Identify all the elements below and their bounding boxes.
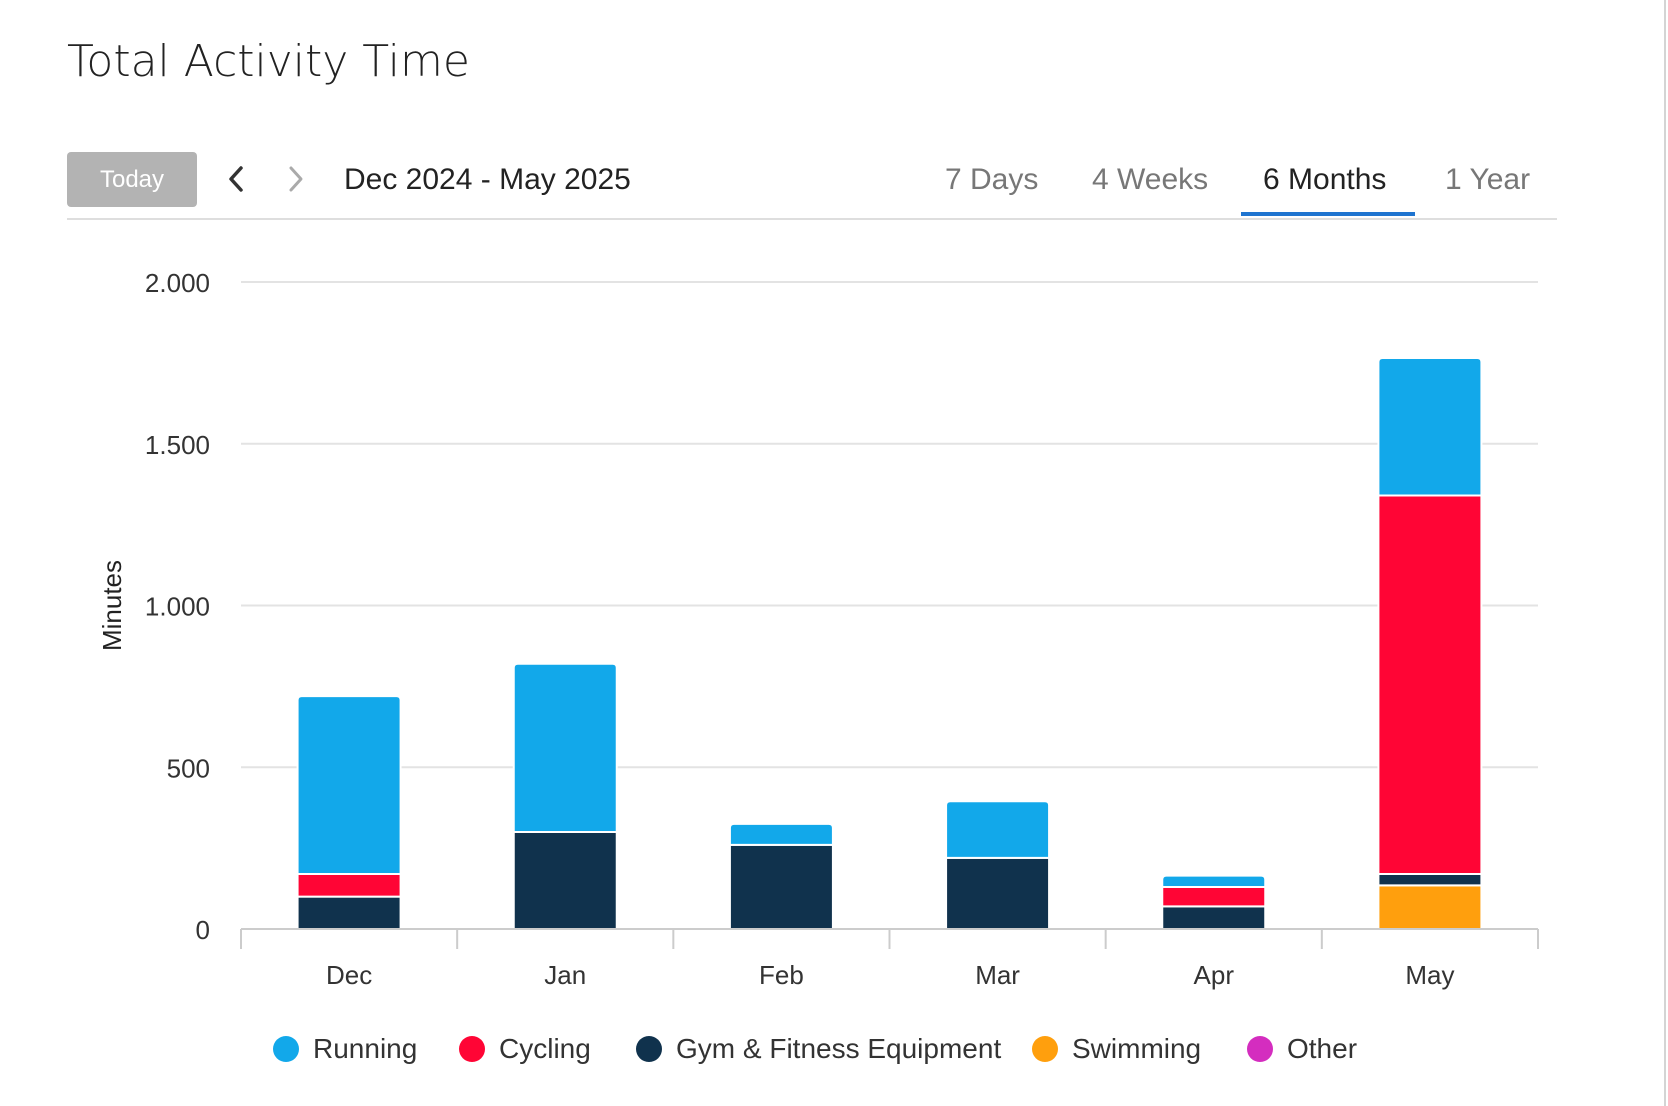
bar-segment-jan-gym-fitness-equipment (512, 830, 618, 930)
bar-segment-feb-gym-fitness-equipment (728, 843, 834, 930)
date-range-label: Dec 2024 - May 2025 (344, 163, 631, 196)
bar-segment-may-running (1377, 357, 1483, 497)
bar-segment-may-gym-fitness-equipment (1377, 873, 1483, 887)
date-toolbar: Today Dec 2024 - May 2025 7 Days 4 Weeks… (67, 152, 1557, 220)
x-tick-label: Mar (975, 960, 1020, 990)
legend-marker (1032, 1036, 1058, 1062)
bar-segment-dec-running (296, 695, 402, 876)
legend-marker (636, 1036, 662, 1062)
x-tick-label: Dec (326, 960, 372, 990)
legend-label: Gym & Fitness Equipment (676, 1033, 1002, 1064)
y-tick-label: 2.000 (145, 268, 210, 298)
legend-item-other[interactable]: Other (1247, 1032, 1357, 1066)
bar-segment-may-swimming (1377, 884, 1483, 930)
legend-item-swimming[interactable]: Swimming (1032, 1032, 1201, 1066)
active-tab-indicator (1241, 212, 1415, 216)
bar-segment-mar-running (945, 800, 1051, 859)
y-tick-label: 500 (167, 753, 210, 783)
chevron-right-icon (289, 166, 303, 192)
y-tick-label: 0 (196, 915, 210, 945)
x-tick-label: May (1405, 960, 1454, 990)
page-title: Total Activity Time (67, 36, 470, 87)
legend-item-gym-fitness-equipment[interactable]: Gym & Fitness Equipment (636, 1032, 1001, 1066)
legend-label: Running (313, 1033, 418, 1064)
legend-item-running[interactable]: Running (273, 1032, 417, 1066)
y-axis-label: Minutes (97, 560, 127, 651)
legend-marker (459, 1036, 485, 1062)
bar-segment-dec-cycling (296, 873, 402, 898)
next-period-button[interactable] (279, 160, 313, 198)
y-tick-label: 1.500 (145, 430, 210, 460)
legend-label: Cycling (499, 1033, 591, 1064)
bar-segment-apr-gym-fitness-equipment (1161, 905, 1267, 930)
legend-item-cycling[interactable]: Cycling (459, 1032, 591, 1066)
legend-marker (273, 1036, 299, 1062)
tab-4-weeks[interactable]: 4 Weeks (1092, 163, 1209, 196)
bar-segment-jan-running (512, 662, 618, 833)
x-tick-label: Jan (544, 960, 586, 990)
activity-time-chart: 0 500 1.000 1.500 2.000 Minutes Dec Jan Feb Mar Ap… (97, 268, 1539, 990)
legend-label: Other (1287, 1033, 1358, 1064)
bar-segment-dec-gym-fitness-equipment (296, 895, 402, 930)
previous-period-button[interactable] (219, 160, 253, 198)
chevron-left-icon (229, 166, 243, 192)
y-tick-label: 1.000 (145, 592, 210, 622)
tab-1-year[interactable]: 1 Year (1445, 163, 1531, 196)
bar-segment-apr-cycling (1161, 885, 1267, 908)
tab-7-days[interactable]: 7 Days (945, 163, 1039, 196)
x-tick-label: Apr (1194, 960, 1235, 990)
x-tick-label: Feb (759, 960, 804, 990)
today-button[interactable]: Today (67, 152, 197, 207)
panel-border (1664, 0, 1666, 1106)
legend-marker (1247, 1036, 1273, 1062)
bar-segment-may-cycling (1377, 494, 1483, 876)
bar-segment-apr-running (1161, 874, 1267, 888)
bar-segment-mar-gym-fitness-equipment (945, 856, 1051, 930)
tab-6-months[interactable]: 6 Months (1263, 163, 1387, 196)
legend-label: Swimming (1072, 1033, 1202, 1064)
bar-segment-feb-running (728, 822, 834, 846)
